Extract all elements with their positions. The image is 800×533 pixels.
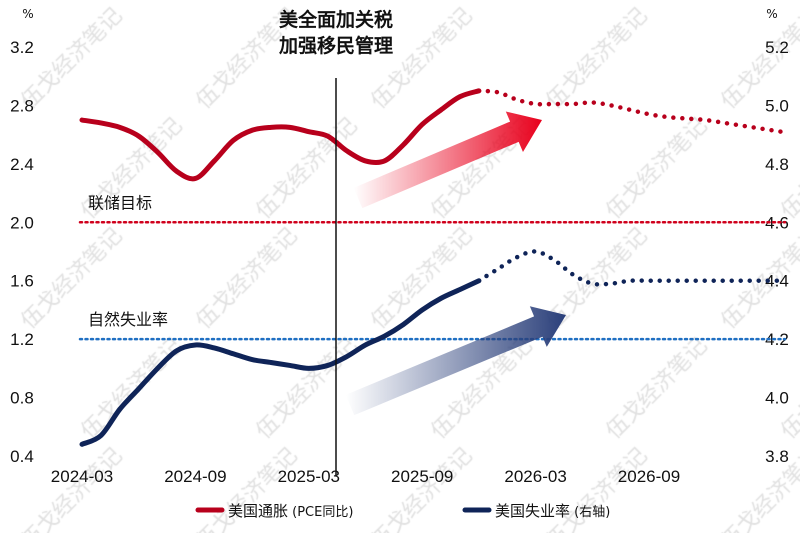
left-tick-label: 3.2 bbox=[10, 38, 34, 57]
right-tick-label: 4.0 bbox=[765, 389, 789, 408]
reference-line-label: 联储目标 bbox=[88, 193, 152, 212]
x-tick-label: 2026-09 bbox=[618, 467, 680, 486]
inflation-up-arrow bbox=[353, 111, 542, 209]
legend-suffix: (右轴) bbox=[570, 505, 610, 520]
right-tick-label: 4.8 bbox=[765, 155, 789, 174]
right-tick-label: 5.2 bbox=[765, 38, 789, 57]
left-tick-label: 1.2 bbox=[10, 330, 34, 349]
x-tick-label: 2024-09 bbox=[164, 467, 226, 486]
legend-label-0: 美国通胀 (PCE同比) bbox=[228, 502, 353, 520]
reference-line-label: 自然失业率 bbox=[88, 310, 168, 329]
x-tick-label: 2025-03 bbox=[278, 467, 340, 486]
event-annotation: 美全面加关税 bbox=[279, 8, 393, 31]
left-axis-unit: % bbox=[22, 7, 33, 21]
x-tick-label: 2025-09 bbox=[391, 467, 453, 486]
series-0-actual-line bbox=[79, 88, 482, 182]
event-annotation: 加强移民管理 bbox=[278, 34, 393, 57]
right-tick-label: 3.8 bbox=[765, 447, 789, 466]
left-tick-label: 2.8 bbox=[10, 96, 34, 115]
x-tick-label: 2024-03 bbox=[51, 467, 113, 486]
left-tick-label: 0.4 bbox=[10, 447, 34, 466]
unemployment-up-arrow bbox=[345, 306, 566, 416]
series-1-actual-line bbox=[79, 278, 482, 447]
axes: % % 3.2 2.8 2.4 2.0 1.6 1.2 0.8 0.4 5.2 5.0 4.8 4.6 4.… bbox=[10, 7, 789, 486]
x-tick-label: 2026-03 bbox=[504, 467, 566, 486]
right-tick-label: 5.0 bbox=[765, 96, 789, 115]
legend-name: 美国通胀 bbox=[228, 502, 288, 520]
right-tick-label: 4.6 bbox=[765, 213, 789, 232]
left-tick-label: 2.4 bbox=[10, 155, 34, 174]
legend-suffix: (PCE同比) bbox=[288, 505, 353, 520]
legend-label-1: 美国失业率 (右轴) bbox=[495, 502, 610, 520]
series-1-forecast-line bbox=[476, 249, 784, 287]
left-tick-label: 0.8 bbox=[10, 389, 34, 408]
left-tick-label: 2.0 bbox=[10, 213, 34, 232]
right-tick-label: 4.2 bbox=[765, 330, 789, 349]
series-0-forecast-line bbox=[476, 88, 784, 134]
right-axis-unit: % bbox=[766, 7, 777, 21]
arrows bbox=[345, 111, 566, 416]
left-tick-label: 1.6 bbox=[10, 272, 34, 291]
legend: 美国通胀 (PCE同比) 美国失业率 (右轴) bbox=[195, 502, 610, 520]
legend-name: 美国失业率 bbox=[495, 502, 570, 520]
series-lines bbox=[79, 88, 784, 447]
